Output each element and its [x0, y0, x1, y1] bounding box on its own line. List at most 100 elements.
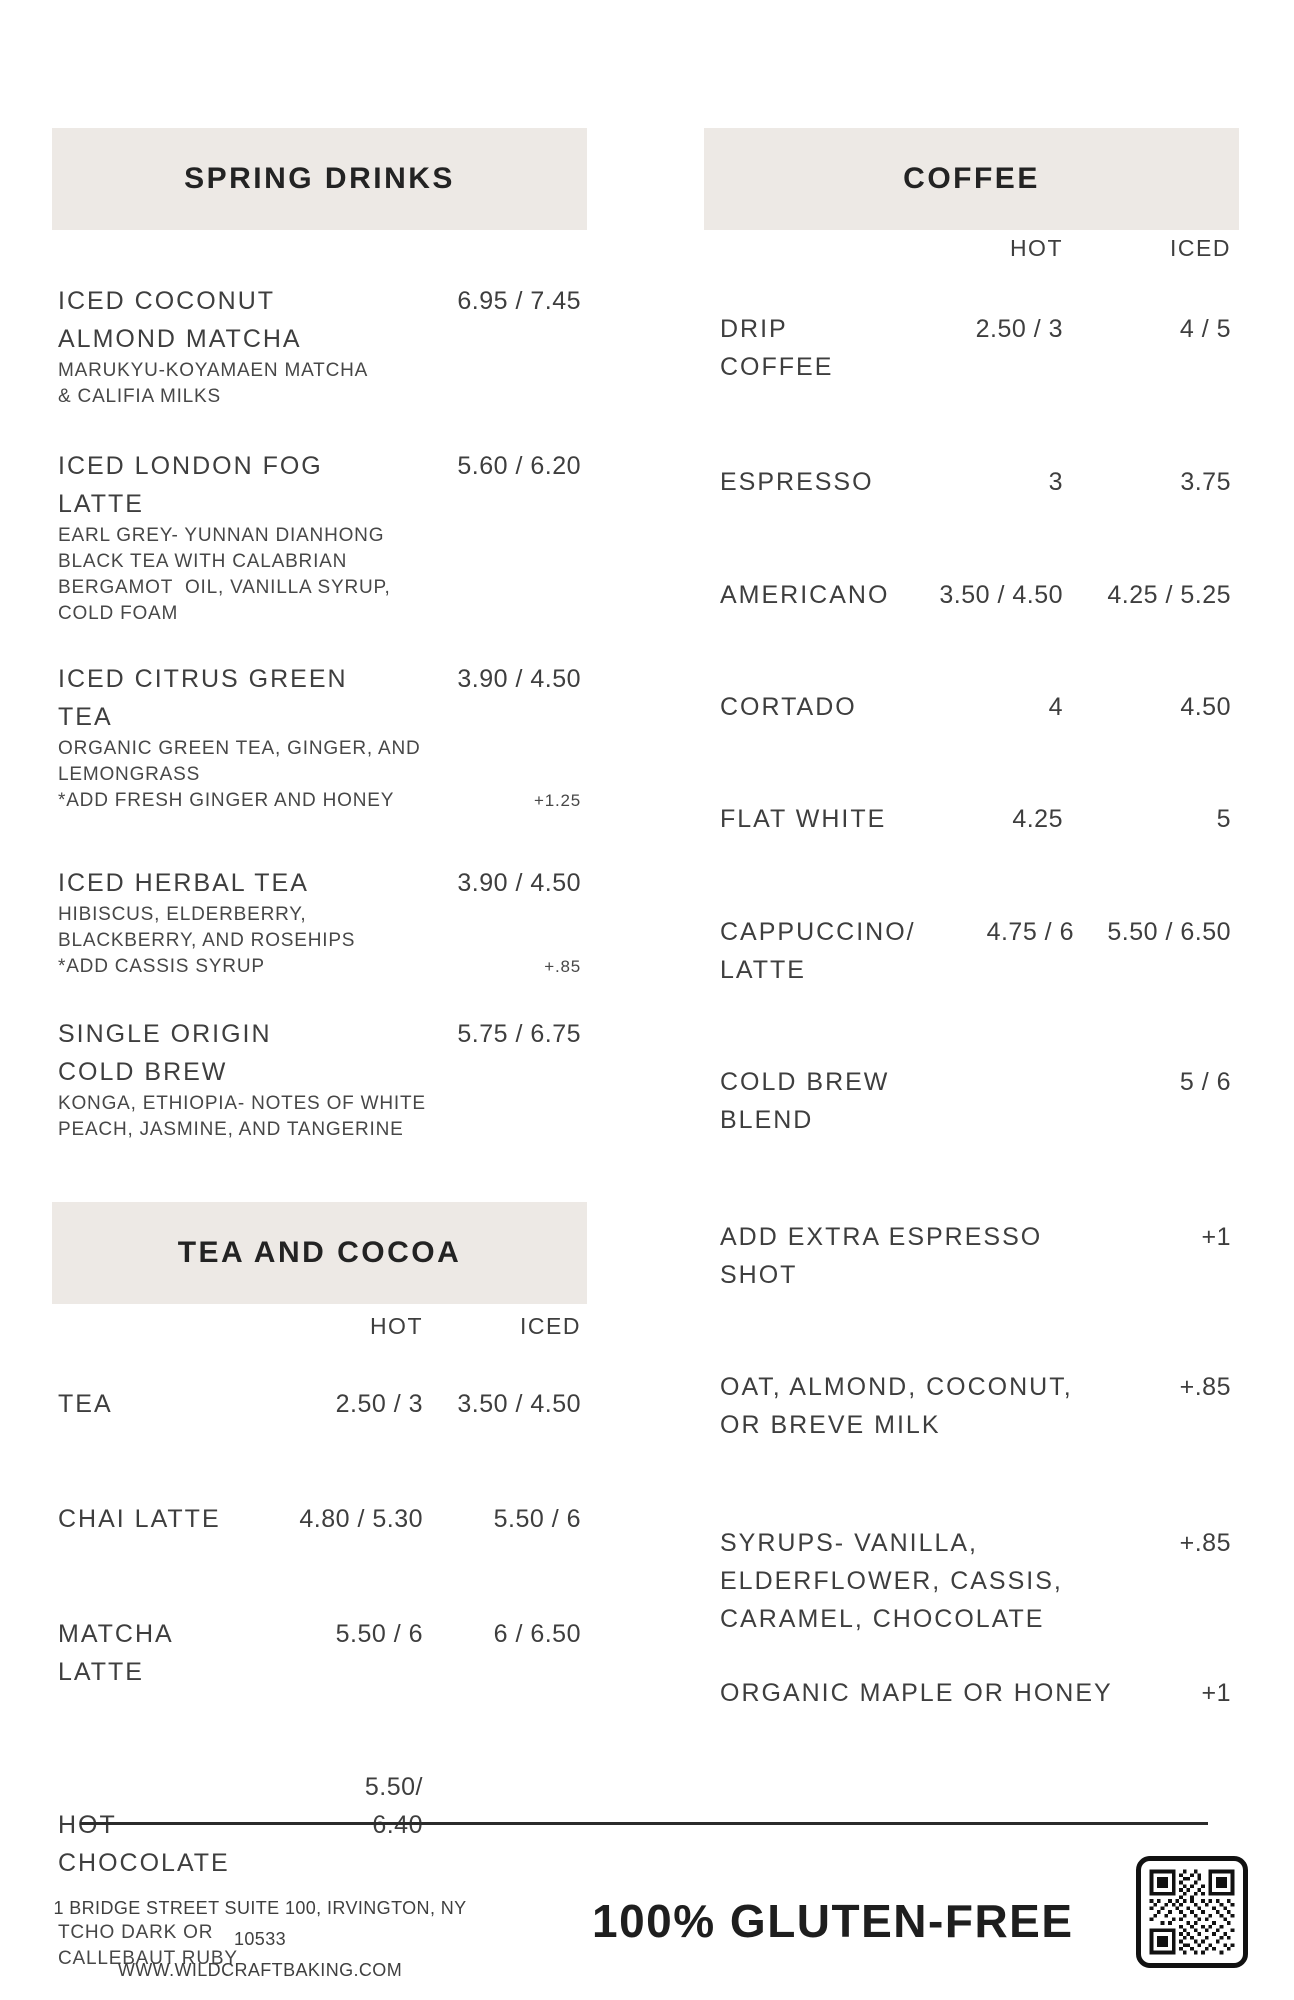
- row-iced-price: 4.25 / 5.25: [1107, 581, 1231, 609]
- menu-row-matcha-latte: MATCHA LATTE 5.50 / 6 6 / 6.50: [52, 1615, 587, 1691]
- footer-divider: [80, 1822, 1208, 1825]
- row-iced-price: 3.75: [1180, 468, 1231, 496]
- row-name: FLAT WHITE: [720, 805, 887, 833]
- section-title-tea-cocoa: TEA AND COCOA: [177, 1236, 462, 1269]
- row-iced-price: 5 / 6: [1179, 1068, 1231, 1096]
- menu-item-cold-brew: SINGLE ORIGIN COLD BREW 5.75 / 6.75: [52, 1015, 587, 1091]
- item-price: 3.90 / 4.50: [457, 665, 581, 693]
- item-description: EARL GREY- YUNNAN DIANHONG BLACK TEA WIT…: [58, 525, 391, 624]
- row-price: +1: [1201, 1679, 1231, 1707]
- row-name: ESPRESSO: [720, 468, 874, 496]
- row-hot-price: 2.50 / 3: [335, 1390, 423, 1418]
- row-name: MATCHA LATTE: [58, 1620, 173, 1686]
- hot-column-label: HOT: [369, 1313, 423, 1339]
- column-labels: HOT ICED: [52, 1310, 587, 1342]
- row-iced-price: 6 / 6.50: [493, 1620, 581, 1648]
- item-price: 5.75 / 6.75: [457, 1020, 581, 1048]
- menu-row-americano: AMERICANO 3.50 / 4.50 4.25 / 5.25: [704, 576, 1239, 614]
- menu-item-coconut-matcha: ICED COCONUT ALMOND MATCHA 6.95 / 7.45: [52, 282, 587, 358]
- item-name: ICED LONDON FOG LATTE: [58, 452, 323, 518]
- menu-row-cappuccino-latte: CAPPUCCINO/ LATTE 4.75 / 6 5.50 / 6.50: [704, 913, 1239, 989]
- addon-label: *ADD CASSIS SYRUP: [58, 956, 265, 977]
- menu-row-espresso: ESPRESSO 3 3.75: [704, 463, 1239, 501]
- gluten-free-badge: 100% GLUTEN-FREE: [592, 1895, 1074, 1947]
- menu-row-drip-coffee: DRIP COFFEE 2.50 / 3 4 / 5: [704, 310, 1239, 386]
- row-iced-price: 5.50 / 6: [493, 1505, 581, 1533]
- menu-row-flat-white: FLAT WHITE 4.25 5: [704, 800, 1239, 838]
- addon-price: +1.25: [533, 791, 581, 810]
- column-labels: HOT ICED: [704, 232, 1239, 264]
- hot-column-label: HOT: [1009, 235, 1063, 261]
- item-name: ICED COCONUT ALMOND MATCHA: [58, 287, 302, 353]
- row-price: +.85: [1179, 1373, 1231, 1401]
- item-addon: *ADD CASSIS SYRUP +.85: [52, 954, 587, 980]
- row-iced-price: 4 / 5: [1179, 315, 1231, 343]
- row-name: CAPPUCCINO/ LATTE: [720, 918, 916, 984]
- row-name: DRIP COFFEE: [720, 315, 834, 381]
- row-hot-price: 4: [1048, 693, 1063, 721]
- menu-item-london-fog: ICED LONDON FOG LATTE 5.60 / 6.20: [52, 447, 587, 523]
- menu-row-syrups: SYRUPS- VANILLA, ELDERFLOWER, CASSIS, CA…: [704, 1524, 1239, 1638]
- item-name: SINGLE ORIGIN COLD BREW: [58, 1020, 272, 1086]
- row-name: ADD EXTRA ESPRESSO SHOT: [720, 1223, 1043, 1289]
- section-title-coffee: COFFEE: [903, 162, 1040, 195]
- left-column: SPRING DRINKS ICED COCONUT ALMOND MATCHA…: [52, 128, 587, 2000]
- menu-row-cold-brew-blend: COLD BREW BLEND 5 / 6: [704, 1063, 1239, 1139]
- row-name: TEA: [58, 1390, 113, 1418]
- menu-item-citrus-green-tea: ICED CITRUS GREEN TEA 3.90 / 4.50: [52, 660, 587, 736]
- row-hot-price: 4.80 / 5.30: [299, 1505, 423, 1533]
- right-column: COFFEE HOT ICED DRIP COFFEE 2.50 / 3 4 /…: [704, 128, 1239, 1712]
- row-price: +.85: [1179, 1529, 1231, 1557]
- item-price: 3.90 / 4.50: [457, 869, 581, 897]
- item-price: 5.60 / 6.20: [457, 452, 581, 480]
- row-hot-price: 3.50 / 4.50: [939, 581, 1063, 609]
- row-iced-price: 3.50 / 4.50: [457, 1390, 581, 1418]
- row-name: CORTADO: [720, 693, 857, 721]
- row-iced-price: 4.50: [1180, 693, 1231, 721]
- item-price: 6.95 / 7.45: [457, 287, 581, 315]
- menu-row-hot-chocolate: HOT CHOCOLATE TCHO DARK OR CALLEBAUT RUB…: [52, 1768, 587, 2000]
- row-hot-price: 4.75 / 6: [986, 918, 1074, 946]
- menu-row-extra-espresso-shot: ADD EXTRA ESPRESSO SHOT +1: [704, 1218, 1239, 1294]
- item-name: ICED CITRUS GREEN TEA: [58, 665, 348, 731]
- menu-row-cortado: CORTADO 4 4.50: [704, 688, 1239, 726]
- item-description: ORGANIC GREEN TEA, GINGER, AND LEMONGRAS…: [58, 738, 421, 785]
- footer-address: 1 BRIDGE STREET SUITE 100, IRVINGTON, NY…: [50, 1893, 470, 1986]
- row-name: COLD BREW BLEND: [720, 1068, 890, 1134]
- menu-item-herbal-tea: ICED HERBAL TEA 3.90 / 4.50: [52, 864, 587, 902]
- item-description: KONGA, ETHIOPIA- NOTES OF WHITE PEACH, J…: [58, 1093, 426, 1140]
- row-iced-price: 5: [1216, 805, 1231, 833]
- addon-price: +.85: [544, 957, 581, 976]
- row-name: HOT CHOCOLATE: [58, 1811, 230, 1877]
- tea-cocoa-header: TEA AND COCOA: [52, 1202, 587, 1304]
- row-name: AMERICANO: [720, 581, 890, 609]
- menu-row-maple-honey: ORGANIC MAPLE OR HONEY +1: [704, 1674, 1239, 1712]
- item-description: HIBISCUS, ELDERBERRY, BLACKBERRY, AND RO…: [58, 904, 356, 951]
- item-name: ICED HERBAL TEA: [58, 869, 309, 897]
- row-name: OAT, ALMOND, COCONUT, OR BREVE MILK: [720, 1373, 1073, 1439]
- row-hot-price: 5.50 / 6: [335, 1620, 423, 1648]
- qr-code: [1136, 1856, 1248, 1968]
- row-hot-price: 2.50 / 3: [975, 315, 1063, 343]
- website-url: WWW.WILDCRAFTBAKING.COM: [117, 1960, 403, 1980]
- row-iced-price: 5.50 / 6.50: [1107, 918, 1231, 946]
- row-name: SYRUPS- VANILLA, ELDERFLOWER, CASSIS, CA…: [720, 1529, 1063, 1633]
- row-name: ORGANIC MAPLE OR HONEY: [720, 1679, 1113, 1707]
- row-description: TCHO DARK OR CALLEBAUT RUBY: [58, 1922, 238, 1969]
- menu-row-tea: TEA 2.50 / 3 3.50 / 4.50: [52, 1385, 587, 1423]
- menu-row-chai-latte: CHAI LATTE 4.80 / 5.30 5.50 / 6: [52, 1500, 587, 1538]
- item-addon: *ADD FRESH GINGER AND HONEY +1.25: [52, 788, 587, 814]
- iced-column-label: ICED: [1170, 235, 1231, 261]
- item-description: MARUKYU-KOYAMAEN MATCHA & CALIFIA MILKS: [58, 360, 369, 407]
- spring-drinks-header: SPRING DRINKS: [52, 128, 587, 230]
- row-hot-price: 3: [1048, 468, 1063, 496]
- row-name: CHAI LATTE: [58, 1505, 221, 1533]
- section-title-spring: SPRING DRINKS: [184, 162, 455, 195]
- coffee-header: COFFEE: [704, 128, 1239, 230]
- row-hot-price: 4.25: [1012, 805, 1063, 833]
- iced-column-label: ICED: [520, 1313, 581, 1339]
- address-line: 1 BRIDGE STREET SUITE 100, IRVINGTON, NY…: [53, 1898, 467, 1949]
- addon-label: *ADD FRESH GINGER AND HONEY: [58, 790, 395, 811]
- menu-row-alt-milk: OAT, ALMOND, COCONUT, OR BREVE MILK +.85: [704, 1368, 1239, 1444]
